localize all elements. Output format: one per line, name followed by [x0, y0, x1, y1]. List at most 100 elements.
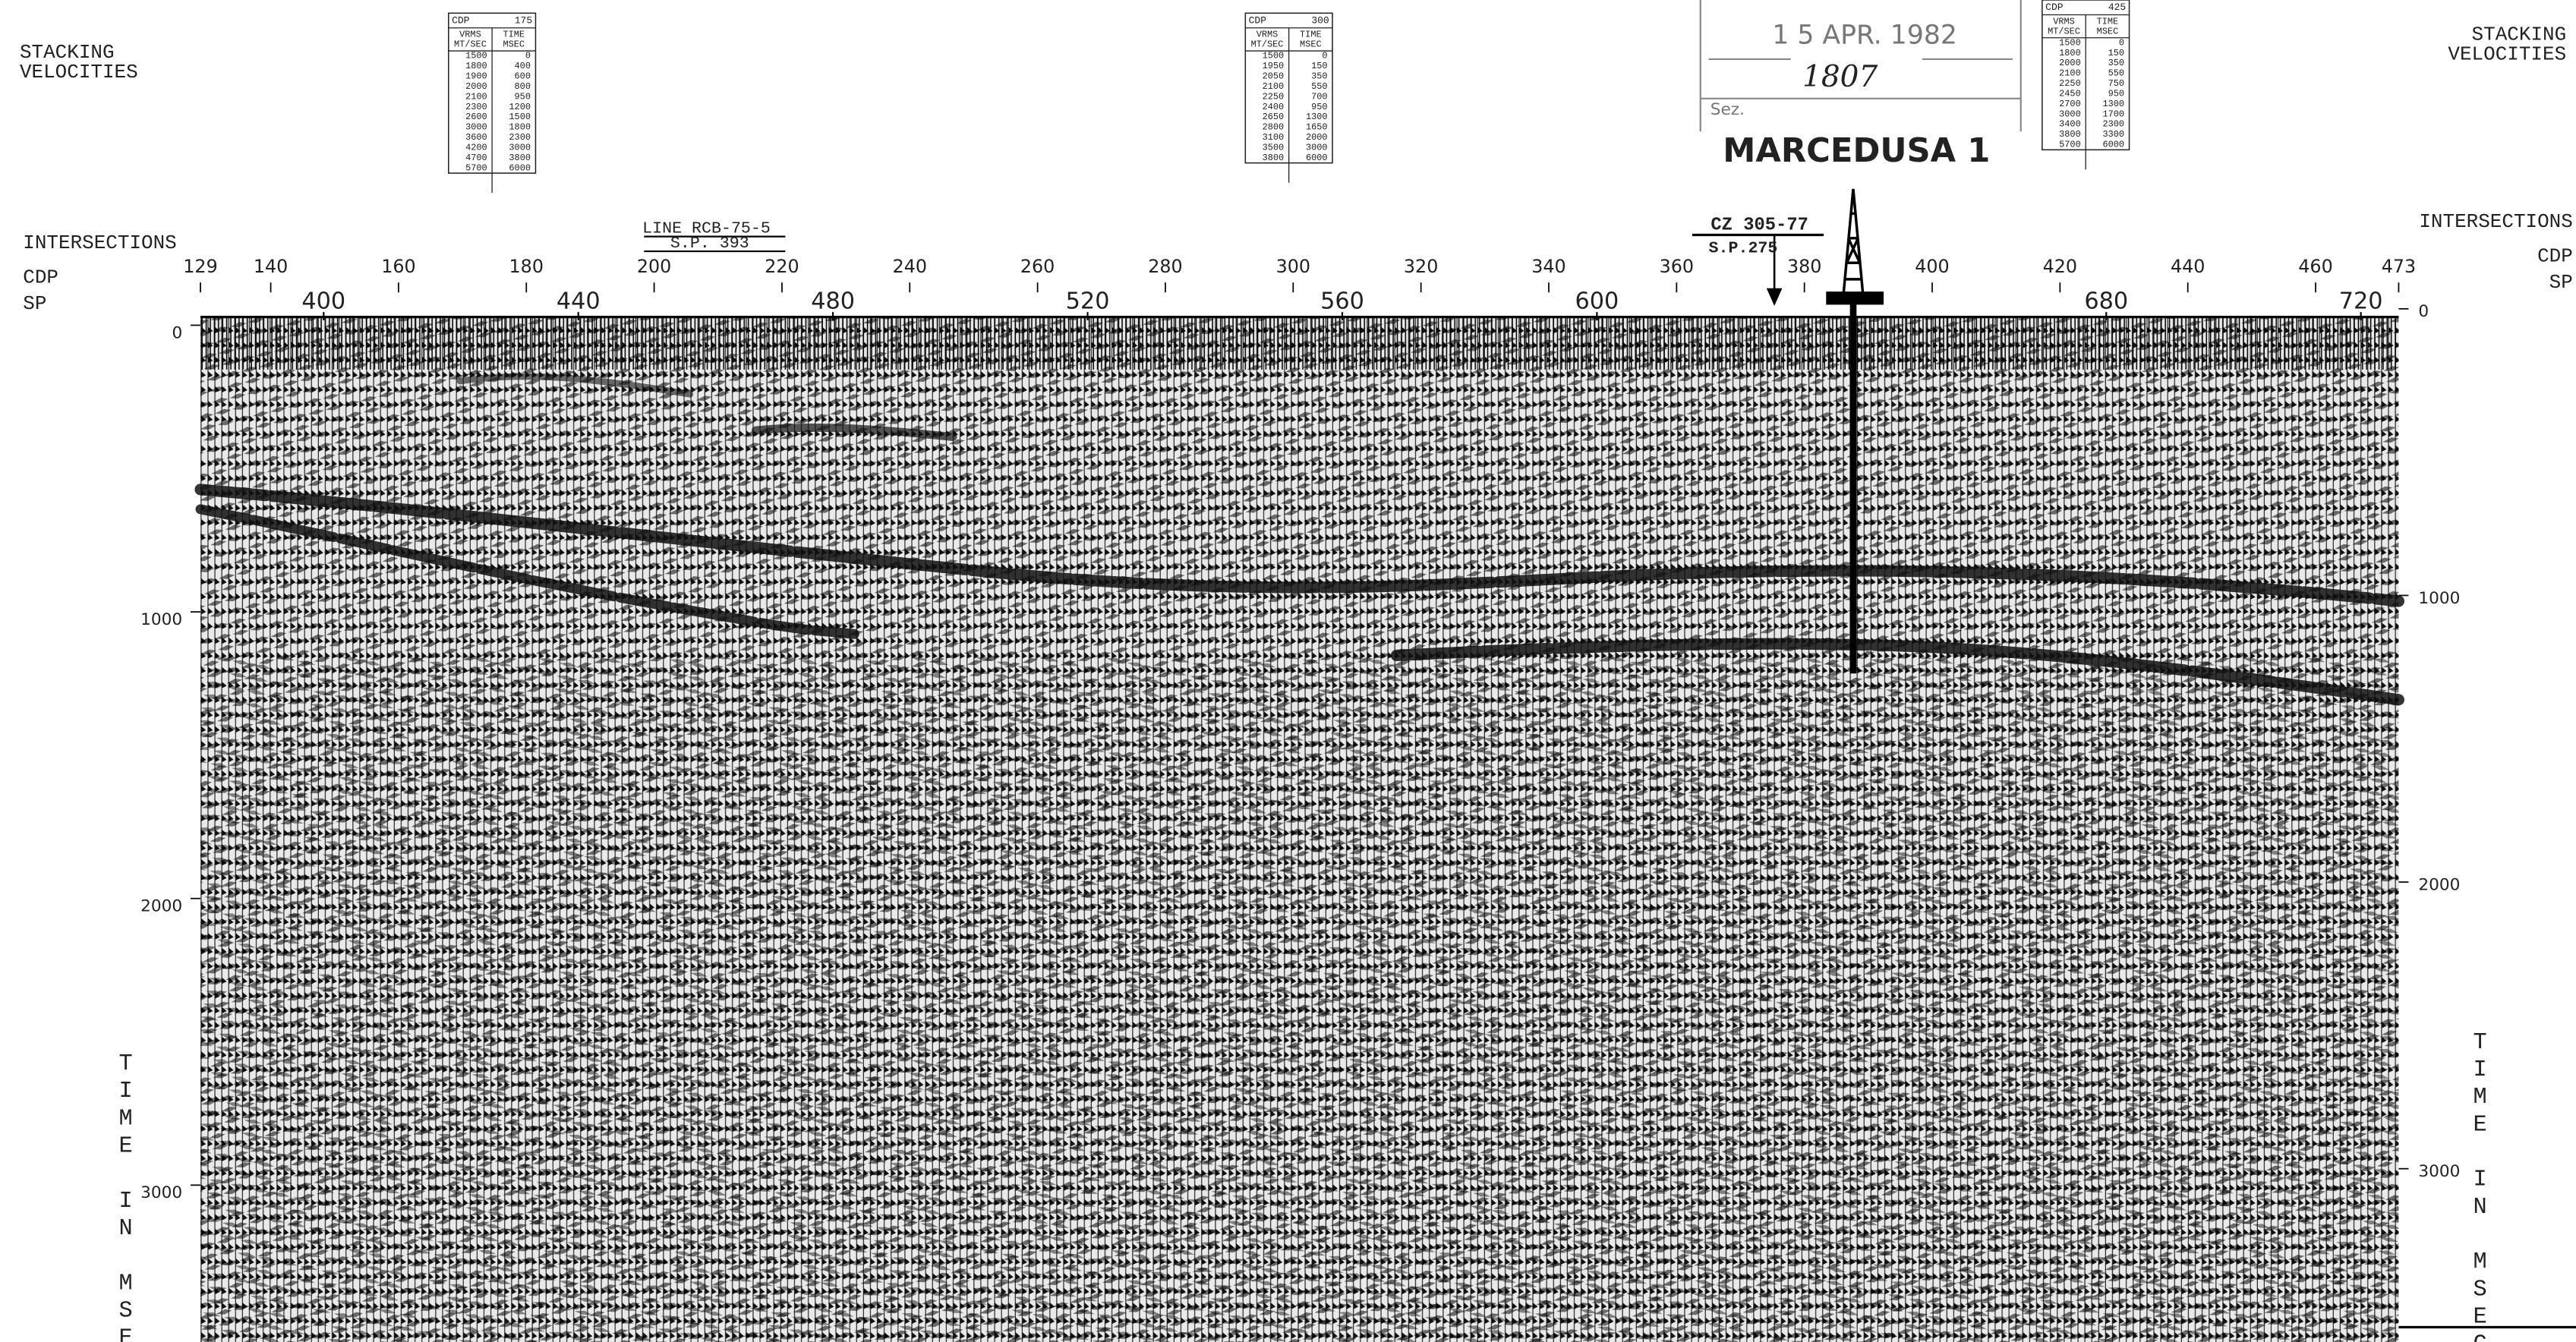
sp-tick-label: 600 [1575, 288, 1619, 315]
cdp-tick-label: 300 [1276, 256, 1310, 277]
time-label: TIME IN MSEC [2467, 1030, 2493, 1342]
cdp-tick-label: 460 [2298, 256, 2332, 277]
table-column-header: VRMS [1256, 30, 1279, 40]
table-cell: 2400 [1263, 102, 1285, 112]
table-cell: 3000 [1306, 142, 1328, 153]
table-column-header: MT/SEC [1251, 39, 1284, 50]
table-cell: 3600 [465, 132, 487, 143]
table-column-header: MSEC [1300, 39, 1322, 50]
stacking-label: STACKING [20, 41, 115, 64]
table-column-header: MSEC [503, 39, 525, 50]
sp-tick-label: 480 [811, 288, 855, 315]
table-cell: 2300 [2103, 119, 2125, 130]
table-cell: 6000 [509, 162, 531, 173]
stamp-date: 1 5 APR. 1982 [1772, 20, 1956, 51]
table-cell: 2450 [2059, 88, 2081, 99]
table-column-header: MT/SEC [2048, 26, 2080, 36]
table-cell: 1300 [1306, 112, 1328, 122]
sp-tick-label: 440 [557, 288, 601, 315]
table-cell: 1700 [2103, 109, 2125, 119]
table-cell: 550 [2108, 68, 2124, 79]
sp-tick-label: 520 [1066, 288, 1110, 315]
table-cell: 700 [1311, 91, 1327, 102]
stamp-number: 1807 [1802, 60, 1878, 94]
table-cell: 2000 [465, 81, 487, 92]
table-cell: 5700 [465, 162, 487, 173]
table-column-header: VRMS [459, 30, 481, 40]
time-tick-label: 3000 [2418, 1162, 2460, 1181]
table-cell: 750 [2108, 78, 2124, 89]
seismic-wiggle-deep [200, 657, 2399, 1342]
well-name: MARCEDUSA 1 [1723, 132, 1990, 170]
time-tick-label: 0 [172, 323, 182, 342]
table-cell: 400 [515, 61, 531, 71]
stamp-field: Sez. [1711, 100, 1745, 119]
cdp-tick-label: 473 [2382, 256, 2416, 277]
cdp-tick-label: 400 [1915, 256, 1949, 277]
stacking-label: VELOCITIES [20, 61, 138, 83]
cdp-tick-label: 129 [183, 256, 217, 277]
table-cell: 1200 [509, 102, 531, 112]
cdp-tick-label: 360 [1660, 256, 1694, 277]
table-cell: 1500 [2059, 37, 2081, 48]
table-cell: 1900 [465, 71, 487, 82]
table-cell: 2300 [509, 132, 531, 143]
cdp-tick-label: 380 [1787, 256, 1821, 277]
table-cell: 3800 [2059, 129, 2081, 140]
sp-tick-label: 720 [2339, 288, 2383, 315]
time-tick-label: 1000 [2418, 589, 2460, 608]
table-cell: 1500 [509, 112, 531, 122]
table-cell: 3800 [1263, 153, 1285, 163]
table-cell: 1300 [2103, 99, 2125, 109]
cdp-tick-label: 280 [1148, 256, 1182, 277]
table-cell: 0 [525, 51, 531, 61]
reflector [195, 504, 859, 639]
table-cell: 800 [515, 81, 531, 92]
time-tick-label: 3000 [140, 1183, 182, 1202]
table-cell: 600 [515, 71, 531, 82]
sp-label: SP [23, 292, 46, 315]
sp-tick-label: 560 [1320, 288, 1364, 315]
cdp-tick-label: 140 [254, 256, 288, 277]
table-column-header: TIME [2097, 16, 2119, 27]
table-cell: 2250 [2059, 78, 2081, 89]
cdp-tick-label: 200 [637, 256, 671, 277]
table-cell: 2100 [1263, 81, 1285, 92]
intersection-sp: S.P.275 [1709, 239, 1778, 257]
table-cdp-label: CDP [452, 14, 470, 26]
sheet: STACKINGSTACKINGVELOCITIESVELOCITIESINTE… [20, 0, 2576, 1342]
table-cell: 5700 [2059, 140, 2081, 150]
table-cell: 950 [2108, 88, 2124, 99]
table-cell: 1500 [1263, 51, 1285, 61]
table-cell: 1800 [465, 61, 487, 71]
table-cell: 2300 [465, 102, 487, 112]
table-cell: 2100 [465, 91, 487, 102]
table-cell: 2100 [2059, 68, 2081, 79]
time-tick-label: 2000 [140, 897, 182, 916]
table-cell: 0 [1322, 51, 1327, 61]
table-cell: 2000 [2059, 58, 2081, 68]
table-cell: 2000 [1306, 132, 1328, 143]
table-cell: 1800 [2059, 48, 2081, 58]
table-cell: 6000 [1306, 153, 1328, 163]
cdp-tick-label: 440 [2171, 256, 2205, 277]
table-column-header: TIME [503, 30, 525, 40]
table-cell: 1500 [465, 51, 487, 61]
table-column-header: MT/SEC [454, 39, 487, 50]
table-cell: 3000 [465, 122, 487, 133]
table-cdp-label: CDP [2045, 2, 2064, 13]
reflector [1390, 638, 2405, 706]
stacking-label: STACKING [2472, 23, 2567, 46]
cdp-tick-label: 240 [893, 256, 927, 277]
table-cdp: 425 [2108, 2, 2126, 13]
intersections-label: INTERSECTIONS [2419, 210, 2572, 233]
table-cell: 2800 [1263, 122, 1285, 133]
table-cell: 350 [1311, 71, 1327, 82]
table-cell: 2650 [1263, 112, 1285, 122]
cdp-tick-label: 420 [2043, 256, 2077, 277]
cdp-tick-label: 320 [1404, 256, 1438, 277]
table-cell: 1950 [1263, 61, 1285, 71]
intersection-sp: S.P. 393 [670, 235, 749, 253]
table-cell: 150 [1311, 61, 1327, 71]
